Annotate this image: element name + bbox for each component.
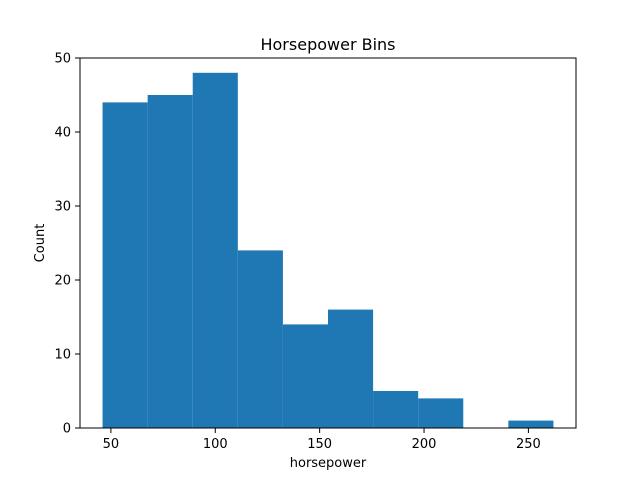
y-tick-label: 20 [54,274,71,289]
x-tick-label: 100 [203,437,228,452]
y-tick-label: 10 [54,348,71,363]
x-tick-label: 200 [412,437,437,452]
x-axis-ticks: 50 100 150 200 250 [103,428,541,452]
histogram-bar [282,324,328,428]
x-axis-title: horsepower [290,456,367,471]
histogram-bar [508,420,554,428]
histogram-bar [328,309,374,428]
y-axis-ticks: 0 10 20 30 40 50 [54,52,80,437]
histogram-bar [373,391,419,428]
y-axis-title: Count [33,224,48,263]
y-tick-label: 30 [54,200,71,215]
y-tick-label: 0 [63,422,71,437]
histogram-bar [102,102,148,429]
plot-frame [79,57,577,429]
x-tick-label: 50 [103,437,120,452]
y-tick-label: 50 [54,52,71,67]
y-tick-label: 40 [54,126,71,141]
histogram-bar [147,95,193,428]
chart-title: Horsepower Bins [260,35,395,54]
x-tick-label: 250 [516,437,541,452]
histogram-bar [418,398,464,428]
bars-group [102,72,554,429]
histogram-bar [237,250,283,428]
histogram-bar [192,72,238,429]
x-tick-label: 150 [307,437,332,452]
